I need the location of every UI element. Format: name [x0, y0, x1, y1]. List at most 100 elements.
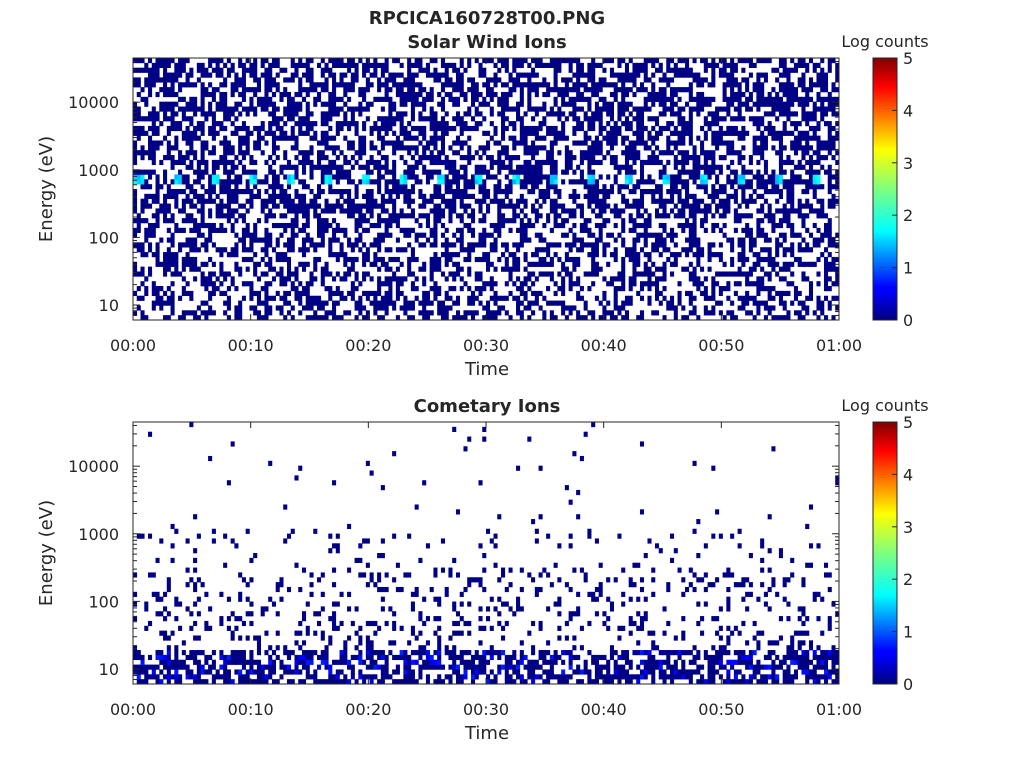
heatmap-cell [790, 82, 795, 88]
heatmap-cell [144, 169, 149, 175]
heatmap-cell [395, 135, 400, 141]
heatmap-cell [782, 169, 787, 175]
heatmap-cell [673, 184, 678, 190]
heatmap-cell [163, 82, 168, 88]
heatmap-cell [534, 82, 539, 88]
heatmap-cell [219, 271, 224, 277]
heatmap-cell [328, 67, 333, 73]
heatmap-cell [756, 184, 761, 190]
heatmap-cell [643, 271, 648, 277]
heatmap-cell [598, 106, 603, 112]
heatmap-cell [591, 315, 596, 321]
heatmap-cell [591, 310, 596, 316]
heatmap-cell [163, 290, 168, 297]
heatmap-cell [358, 135, 363, 141]
heatmap-cell [347, 271, 352, 277]
heatmap-cell [741, 213, 746, 219]
heatmap-cell [564, 256, 569, 263]
heatmap-cell [564, 218, 569, 224]
heatmap-cell [486, 203, 491, 209]
heatmap-cell [403, 174, 408, 180]
heatmap-cell [685, 87, 690, 93]
heatmap-cell [433, 169, 438, 175]
heatmap-cell [696, 164, 701, 170]
heatmap-cell [392, 271, 397, 277]
heatmap-cell [549, 315, 554, 321]
heatmap-cell [474, 174, 479, 180]
heatmap-cell [377, 232, 382, 238]
heatmap-cell [737, 106, 742, 112]
heatmap-cell [211, 179, 216, 185]
heatmap-cell [204, 300, 209, 306]
heatmap-cell [613, 295, 618, 301]
heatmap-cell [414, 125, 419, 132]
heatmap-cell [226, 208, 231, 214]
heatmap-cell [185, 164, 190, 170]
heatmap-cell [654, 266, 660, 272]
heatmap-cell [564, 208, 569, 214]
heatmap-cell [189, 67, 194, 73]
heatmap-cell [253, 290, 258, 297]
heatmap-cell [534, 252, 539, 258]
heatmap-cell [553, 130, 558, 136]
heatmap-cell [790, 242, 795, 248]
heatmap-cell [151, 130, 156, 136]
heatmap-cell [354, 130, 359, 136]
heatmap-cell [148, 203, 153, 209]
heatmap-cell [504, 125, 509, 132]
heatmap-cell [632, 261, 637, 267]
heatmap-cell [497, 77, 502, 83]
heatmap-cell [144, 62, 149, 68]
heatmap-cell [455, 193, 461, 199]
heatmap-cell [606, 232, 611, 238]
heatmap-cell [440, 310, 445, 316]
heatmap-cell [531, 106, 536, 112]
heatmap-cell [309, 242, 314, 248]
heatmap-cell [211, 271, 216, 277]
heatmap-cell [230, 198, 235, 204]
heatmap-cell [204, 164, 209, 170]
heatmap-cell [414, 256, 419, 263]
heatmap-cell [459, 62, 464, 68]
heatmap-cell [647, 252, 652, 258]
heatmap-cell [486, 77, 491, 83]
heatmap-cell [681, 315, 686, 321]
heatmap-cell [286, 96, 292, 102]
heatmap-cell [662, 72, 667, 78]
heatmap-cell [564, 305, 569, 311]
heatmap-cell [313, 101, 318, 107]
heatmap-cell [241, 87, 246, 93]
heatmap-cell [268, 184, 273, 190]
heatmap-cell [534, 261, 539, 267]
heatmap-cell [455, 150, 461, 156]
heatmap-cell [193, 106, 198, 112]
heatmap-cell [546, 179, 551, 185]
heatmap-cell [290, 203, 295, 209]
heatmap-cell [531, 58, 536, 64]
heatmap-cell [696, 281, 701, 287]
heatmap-cell [666, 189, 671, 195]
heatmap-cell [748, 193, 753, 199]
heatmap-cell [204, 315, 209, 321]
heatmap-cell [324, 203, 329, 209]
heatmap-cell [407, 305, 412, 311]
heatmap-cell [553, 189, 558, 195]
heatmap-cell [448, 242, 453, 248]
heatmap-cell [395, 189, 400, 195]
heatmap-cell [632, 266, 637, 272]
heatmap-cell [399, 213, 404, 219]
heatmap-cell [241, 67, 246, 73]
heatmap-cell [478, 290, 483, 297]
heatmap-cell [613, 140, 618, 146]
heatmap-cell [260, 315, 265, 321]
heatmap-cell [133, 227, 138, 233]
heatmap-cell [730, 169, 735, 175]
heatmap-cell [234, 87, 239, 93]
heatmap-cell [279, 130, 284, 136]
heatmap-cell [174, 72, 179, 78]
heatmap-cell [268, 155, 273, 161]
heatmap-cell [775, 96, 780, 102]
heatmap-cell [313, 256, 318, 263]
heatmap-cell [309, 305, 314, 311]
heatmap-cell [208, 184, 213, 190]
